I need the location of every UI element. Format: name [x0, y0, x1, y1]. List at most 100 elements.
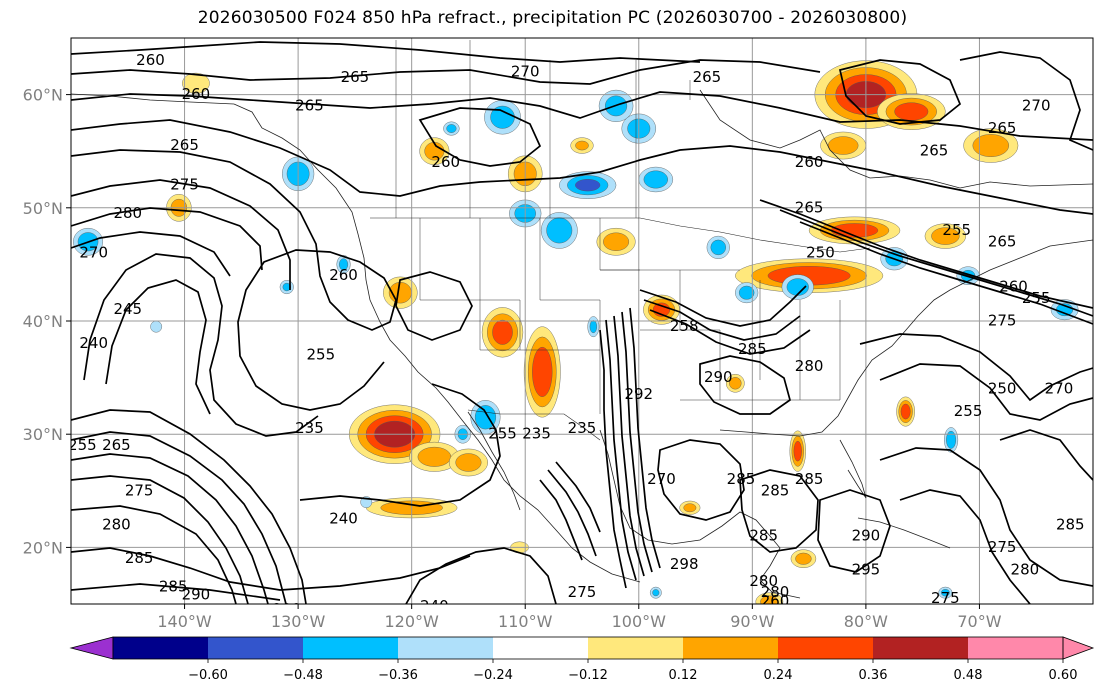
contour-value-label: 275	[988, 538, 1017, 556]
colorbar-extend-high	[1062, 636, 1095, 660]
colorbar-segment	[683, 637, 778, 659]
contour-line	[71, 207, 263, 271]
contour-value-label: 265	[988, 232, 1017, 250]
contour-labels: 260 265 270 265 260 265 265 275 260 270 265 260 265 2…	[71, 51, 1085, 615]
contour-line	[418, 107, 542, 167]
contour-value-label: 235	[295, 419, 324, 437]
colorbar-segment	[303, 637, 398, 659]
contour-line	[71, 505, 237, 604]
contour-value-label: 270	[79, 244, 108, 262]
colorbar-tick-label: 0.60	[1049, 668, 1078, 683]
contour-value-label: 260	[761, 592, 790, 610]
colorbar-segment	[873, 637, 968, 659]
contour-line	[83, 253, 319, 437]
precip-shade	[900, 403, 911, 420]
contour-line	[71, 149, 397, 411]
contour-line	[71, 231, 231, 277]
precip-shade	[575, 140, 589, 151]
state-borders	[419, 218, 841, 414]
lat-tick-label: 20°N	[23, 538, 63, 557]
border-us-mexico	[467, 409, 601, 441]
contour-value-label: 260	[136, 51, 165, 69]
lon-tick-label: 140°W	[157, 612, 212, 631]
contour-value-label: 265	[988, 119, 1017, 137]
contour-line	[859, 333, 1093, 421]
contour-value-label: 285	[749, 527, 778, 545]
precip-shade	[589, 320, 598, 334]
refractivity-contours	[71, 41, 1093, 604]
contour-value-label: 270	[511, 62, 540, 80]
contour-value-label: 240	[79, 334, 108, 352]
contour-line	[71, 453, 269, 604]
coastline-hudson	[699, 89, 1093, 189]
lon-tick-label: 70°W	[957, 612, 1001, 631]
contour-value-label: 260	[329, 266, 358, 284]
lon-tick-label: 80°W	[844, 612, 888, 631]
colorbar-tick-label: −0.36	[378, 668, 418, 683]
contour-value-label: 260	[795, 153, 824, 171]
colorbar-segment	[113, 637, 208, 659]
precip-shade	[643, 170, 668, 189]
precip-shade	[972, 134, 1010, 157]
contour-line	[71, 119, 1093, 215]
contour-value-label: 270	[1045, 379, 1074, 397]
contour-value-label: 285	[738, 340, 767, 358]
lon-tick-label: 130°W	[271, 612, 326, 631]
contour-value-label: 280	[1011, 561, 1040, 579]
precip-shade	[738, 285, 755, 300]
contour-value-label: 285	[761, 481, 790, 499]
contour-line	[405, 547, 557, 604]
contour-value-label: 275	[170, 176, 199, 194]
contour-value-label: 270	[647, 470, 676, 488]
contour-value-label: 280	[795, 357, 824, 375]
contour-value-label: 280	[761, 583, 790, 601]
latitude-axis: 20°N 30°N 40°N 50°N 60°N	[23, 86, 71, 557]
contour-line	[699, 355, 791, 415]
colorbar: −0.60 −0.48 −0.36 −0.24 −0.12 0.12 0.24 0.36 0.4…	[69, 636, 1095, 683]
colorbar-tick-label: −0.48	[283, 668, 323, 683]
contour-line	[105, 279, 211, 415]
colorbar-tick-label: −0.24	[473, 668, 513, 683]
contour-value-label: 285	[1056, 515, 1085, 533]
contour-line	[71, 41, 701, 63]
longitude-axis: 140°W 130°W 120°W 110°W 100°W 90°W 80°W 70°W	[157, 604, 1002, 631]
colorbar-segment	[588, 637, 683, 659]
contour-value-label: 235	[522, 425, 551, 443]
contour-value-label: 250	[988, 379, 1017, 397]
contour-value-label: 260	[182, 85, 211, 103]
contour-line	[71, 547, 471, 591]
precip-shade	[710, 239, 726, 256]
contour-line	[613, 315, 645, 577]
colorbar-tick-label: −0.60	[188, 668, 228, 683]
contour-line	[657, 439, 745, 521]
lon-tick-label: 100°W	[612, 612, 667, 631]
contour-line	[999, 429, 1093, 481]
contour-value-label: 255	[1022, 289, 1051, 307]
contour-value-label: 280	[749, 572, 778, 590]
precip-shade	[417, 446, 452, 467]
lon-tick-label: 90°W	[730, 612, 774, 631]
precip-shade	[652, 589, 660, 597]
contour-line	[71, 179, 291, 290]
contour-value-label: 240	[420, 597, 449, 615]
precip-shade	[455, 453, 482, 472]
contour-value-label: 258	[670, 317, 699, 335]
precip-shade	[894, 102, 929, 121]
precip-shade	[338, 258, 349, 271]
contour-line	[71, 583, 281, 601]
contour-line	[759, 199, 1093, 325]
colorbar-segment	[778, 637, 873, 659]
precip-shade	[532, 346, 553, 397]
coastline-florida	[839, 439, 867, 499]
contour-value-label: 260	[999, 278, 1028, 296]
precip-shade	[492, 319, 513, 345]
contour-line	[739, 469, 819, 553]
contour-line	[71, 475, 249, 604]
contour-value-label: 275	[931, 589, 960, 607]
precip-shade	[683, 503, 697, 513]
precip-shade	[786, 278, 809, 296]
precip-shade	[546, 217, 573, 244]
contour-value-label: 285	[159, 578, 188, 596]
contour-line	[959, 51, 1093, 151]
contour-value-label: 290	[182, 585, 211, 603]
